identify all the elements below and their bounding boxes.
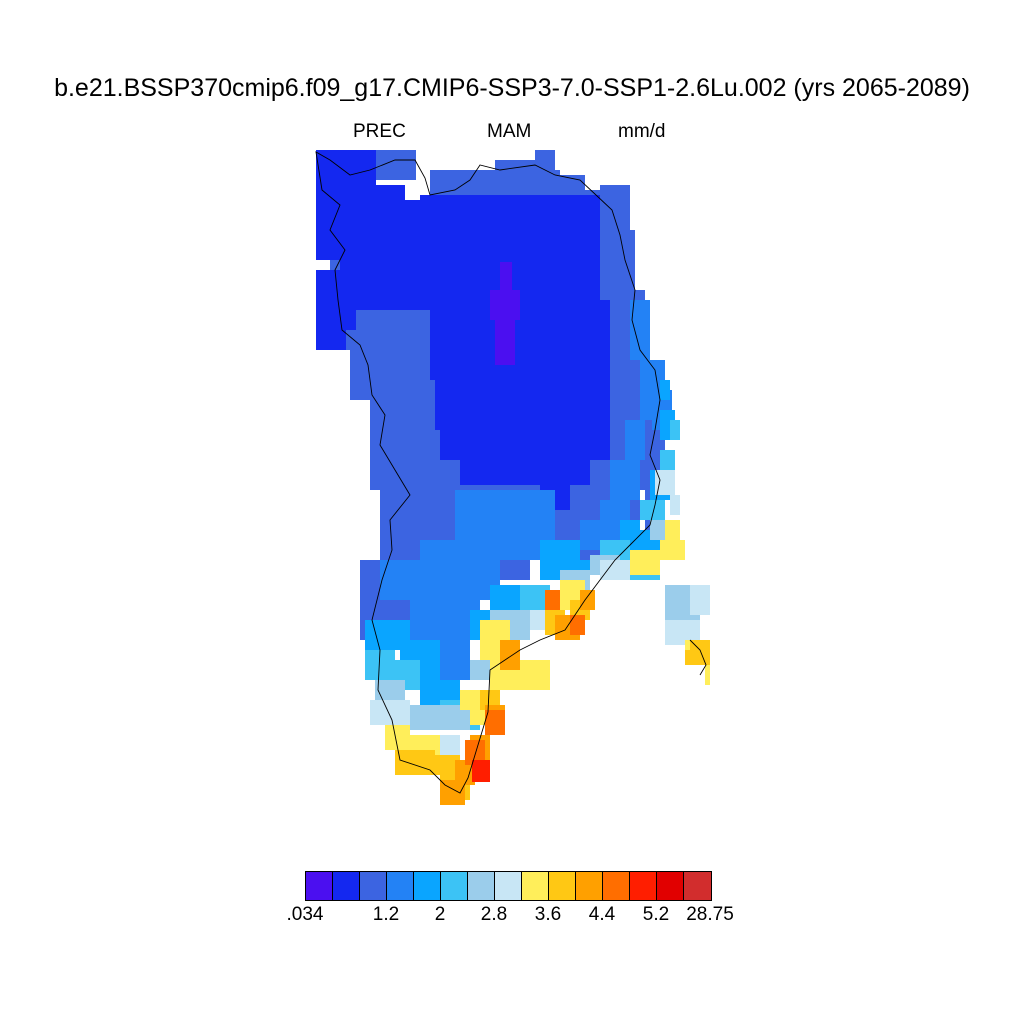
precip-cell — [472, 760, 490, 782]
colorbar-box — [522, 872, 549, 900]
colorbar-box — [576, 872, 603, 900]
colorbar-labels: .034 1.2 2 2.8 3.6 4.4 5.2 28.75 — [0, 904, 1024, 928]
units-label: mm/d — [618, 121, 666, 142]
colorbar-label: 28.75 — [686, 904, 734, 925]
precip-cell — [600, 560, 630, 580]
precip-cell — [555, 230, 595, 270]
precip-cell — [375, 185, 405, 225]
colorbar-label: 3.6 — [534, 904, 562, 925]
colorbar-label: 1.2 — [372, 904, 400, 925]
precip-cell — [685, 650, 705, 665]
colorbar-box — [657, 872, 684, 900]
colorbar-label: 2.8 — [480, 904, 508, 925]
precip-cell — [430, 755, 460, 775]
precip-cell — [625, 420, 645, 460]
precip-cell — [640, 500, 665, 520]
precip-cell — [580, 590, 595, 610]
precip-cell — [630, 300, 650, 360]
precip-cell — [440, 735, 460, 760]
precip-cell — [600, 185, 630, 235]
precip-grid-cells — [316, 150, 710, 805]
season-label: MAM — [487, 121, 532, 142]
precip-cell — [465, 740, 485, 765]
precip-cell — [500, 640, 520, 670]
precip-cell — [370, 700, 410, 725]
precip-cell — [495, 320, 515, 365]
colorbar-box — [603, 872, 630, 900]
colorbar-label: 2 — [434, 904, 446, 925]
colorbar-box — [549, 872, 576, 900]
colorbar — [305, 871, 712, 901]
colorbar-box — [684, 872, 711, 900]
precip-cell — [660, 380, 670, 400]
precip-cell — [705, 665, 710, 685]
precip-cell — [485, 710, 505, 735]
precip-cell — [610, 460, 640, 500]
colorbar-box — [333, 872, 360, 900]
colorbar-label: 5.2 — [642, 904, 670, 925]
colorbar-box — [630, 872, 657, 900]
precip-cell — [460, 455, 590, 485]
colorbar-box — [468, 872, 495, 900]
colorbar-box — [306, 872, 333, 900]
precip-cell — [545, 590, 560, 610]
island-coastline — [689, 639, 707, 676]
precip-cell — [455, 760, 475, 785]
precip-cell — [600, 500, 630, 520]
colorbar-box — [495, 872, 522, 900]
colorbar-box — [414, 872, 441, 900]
colorbar-label: .034 — [286, 904, 324, 925]
precip-cell — [665, 520, 680, 540]
precip-cell — [690, 585, 710, 615]
precip-cell — [630, 550, 660, 575]
variable-label: PREC — [353, 121, 406, 142]
precip-cell — [655, 470, 675, 495]
colorbar-box — [387, 872, 414, 900]
precip-cell — [410, 600, 480, 640]
colorbar-box — [360, 872, 387, 900]
precip-cell — [500, 262, 512, 292]
precip-cell — [380, 560, 440, 600]
precip-cell — [570, 615, 585, 635]
precip-cell — [440, 420, 610, 460]
precip-cell — [670, 495, 680, 515]
precip-cell — [490, 290, 520, 320]
colorbar-box — [441, 872, 468, 900]
precip-cell — [470, 660, 490, 680]
precip-cell — [670, 420, 680, 440]
plot-title: b.e21.BSSP370cmip6.f09_g17.CMIP6-SSP3-7.… — [54, 74, 970, 102]
coastline — [315, 151, 661, 794]
precip-cell — [395, 750, 435, 775]
precip-cell — [535, 150, 555, 165]
precip-cell — [660, 540, 685, 560]
colorbar-label: 4.4 — [588, 904, 616, 925]
precip-cell — [316, 310, 346, 350]
